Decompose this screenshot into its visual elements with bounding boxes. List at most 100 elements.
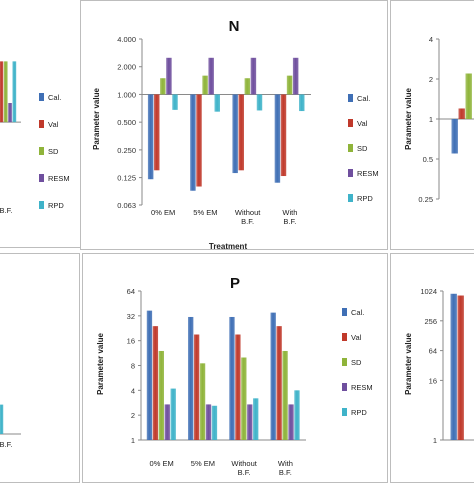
legend-swatch-4 (342, 408, 347, 416)
bar-val-0 (152, 326, 159, 440)
bar-resm-0 (8, 103, 12, 123)
bar-sd-0 (465, 73, 472, 119)
bar-rpd-0 (170, 388, 176, 440)
legend-swatch-1 (342, 333, 347, 341)
bar-rpd-0 (172, 94, 178, 110)
legend-label-2: SD (357, 144, 368, 153)
bar-cal-0 (147, 94, 154, 180)
bar-cal-2 (232, 94, 238, 174)
legend-swatch-1 (39, 120, 44, 128)
bar-sd-1 (199, 363, 206, 440)
chart-title: N (229, 18, 240, 35)
bar-rpd-2 (253, 398, 259, 440)
y-tick-label: 1 (433, 436, 437, 445)
legend-label-3: RESM (48, 174, 70, 183)
bar-cal-2 (229, 316, 235, 440)
y-tick-label: 64 (127, 287, 135, 296)
category-label-1: 5% EM (191, 459, 215, 468)
legend-swatch-3 (39, 174, 44, 182)
y-tick-label: 1 (429, 115, 433, 124)
y-tick-label: 0.5 (423, 155, 433, 164)
y-tick-label: 0.25 (418, 195, 433, 204)
y-axis-label: Parameter value (404, 333, 413, 395)
legend-label-4: RPD (357, 194, 373, 203)
chart-left-bottom: B.F. (0, 404, 21, 449)
legend-label-0: Cal. (351, 308, 364, 317)
y-tick-label: 2 (429, 75, 433, 84)
chart-panel-p: 1 2 4 8 16 32 64 0% EM 5% EM Without B.F. With B.F. P… (82, 253, 388, 483)
y-axis-label: Parameter value (92, 88, 101, 150)
bar-resm-0 (166, 57, 172, 95)
bar-val-2 (238, 94, 244, 171)
y-tick-label: 8 (131, 362, 135, 371)
y-tick-label: 4.000 (117, 35, 136, 44)
category-label-3: With B.F. (278, 459, 293, 477)
legend-swatch-2 (342, 358, 347, 366)
bar-resm-2 (250, 57, 257, 95)
category-label-2: Without B.F. (231, 459, 257, 477)
bar-val-1 (196, 94, 202, 187)
bar-cal-1 (190, 94, 196, 191)
bar-rpd-3 (299, 94, 305, 112)
bar-val-3 (276, 326, 282, 440)
legend-label-4: RPD (48, 201, 64, 210)
x-axis-label: Treatment (209, 242, 248, 250)
y-tick-label: 256 (424, 317, 437, 326)
bar-val-3 (280, 94, 287, 177)
bar-val-0 (0, 61, 4, 123)
y-tick-label: 32 (127, 312, 135, 321)
bar-resm-1 (208, 57, 214, 95)
bar-rpd-0 (12, 61, 17, 123)
legend-swatch-0 (342, 308, 347, 316)
bar-sd-3 (282, 350, 288, 440)
bar-cal-0 (146, 310, 153, 440)
bar-val-2 (235, 334, 241, 440)
bar-resm-1 (205, 404, 212, 440)
chart-panel-n: 0.063 0.125 0.250 0.500 1.000 2.000 4.000 0% EM… (80, 0, 388, 250)
bar-val-0 (153, 94, 160, 171)
y-axis-label: Parameter value (96, 333, 105, 395)
y-tick-label: 0.125 (117, 174, 136, 183)
bar-cal-3 (274, 94, 281, 183)
legend-label-3: RESM (357, 169, 379, 178)
bar-val-0 (457, 295, 464, 440)
chart-n: 0.063 0.125 0.250 0.500 1.000 2.000 4.000 0% EM… (92, 18, 379, 250)
y-tick-label: 16 (429, 376, 437, 385)
chart-title: P (230, 275, 240, 292)
legend-swatch-2 (39, 147, 44, 155)
chart-panel-right-top: 0.250.51240%Parameter value (390, 0, 474, 250)
legend-swatch-0 (39, 93, 44, 101)
bar-sd-1 (202, 75, 208, 95)
bar-rpd-0 (0, 404, 4, 434)
category-label-0: 0% EM (151, 208, 175, 217)
bar-rpd-3 (294, 390, 300, 440)
legend-swatch-2 (348, 144, 353, 152)
y-tick-label: 0.063 (117, 201, 136, 210)
bar-cal-0 (451, 119, 458, 154)
legend-label-2: SD (351, 358, 362, 367)
y-tick-label: 0.500 (117, 118, 136, 127)
bar-rpd-1 (214, 94, 220, 112)
bar-val-1 (193, 334, 200, 440)
bar-sd-0 (160, 78, 166, 95)
category-label-3: With B.F. (282, 208, 297, 226)
bar-val-0 (458, 108, 465, 119)
y-tick-label: 1.000 (117, 90, 136, 99)
chart-left-top: B.F. Cal. Val SD RESM RPD (0, 61, 70, 215)
legend-swatch-4 (348, 194, 353, 202)
bar-sd-2 (244, 78, 251, 95)
chart-right-top: 0.250.51240%Parameter value (404, 35, 474, 204)
bar-sd-2 (241, 357, 247, 440)
legend-label-0: Cal. (357, 94, 370, 103)
bar-resm-3 (292, 57, 299, 95)
chart-right-bottom: 1166425610240%Parameter value (404, 287, 474, 445)
legend-swatch-0 (348, 94, 353, 102)
chart-panel-right-bottom: 1166425610240%Parameter value (390, 253, 474, 483)
y-tick-label: 2 (131, 411, 135, 420)
category-label-0: B.F. (0, 440, 12, 449)
y-tick-label: 1024 (420, 287, 437, 296)
chart-p: 1 2 4 8 16 32 64 0% EM 5% EM Without B.F. With B.F. P… (96, 275, 373, 477)
bar-sd-3 (286, 75, 293, 95)
bar-cal-3 (270, 312, 276, 440)
category-label-1: 5% EM (193, 208, 217, 217)
